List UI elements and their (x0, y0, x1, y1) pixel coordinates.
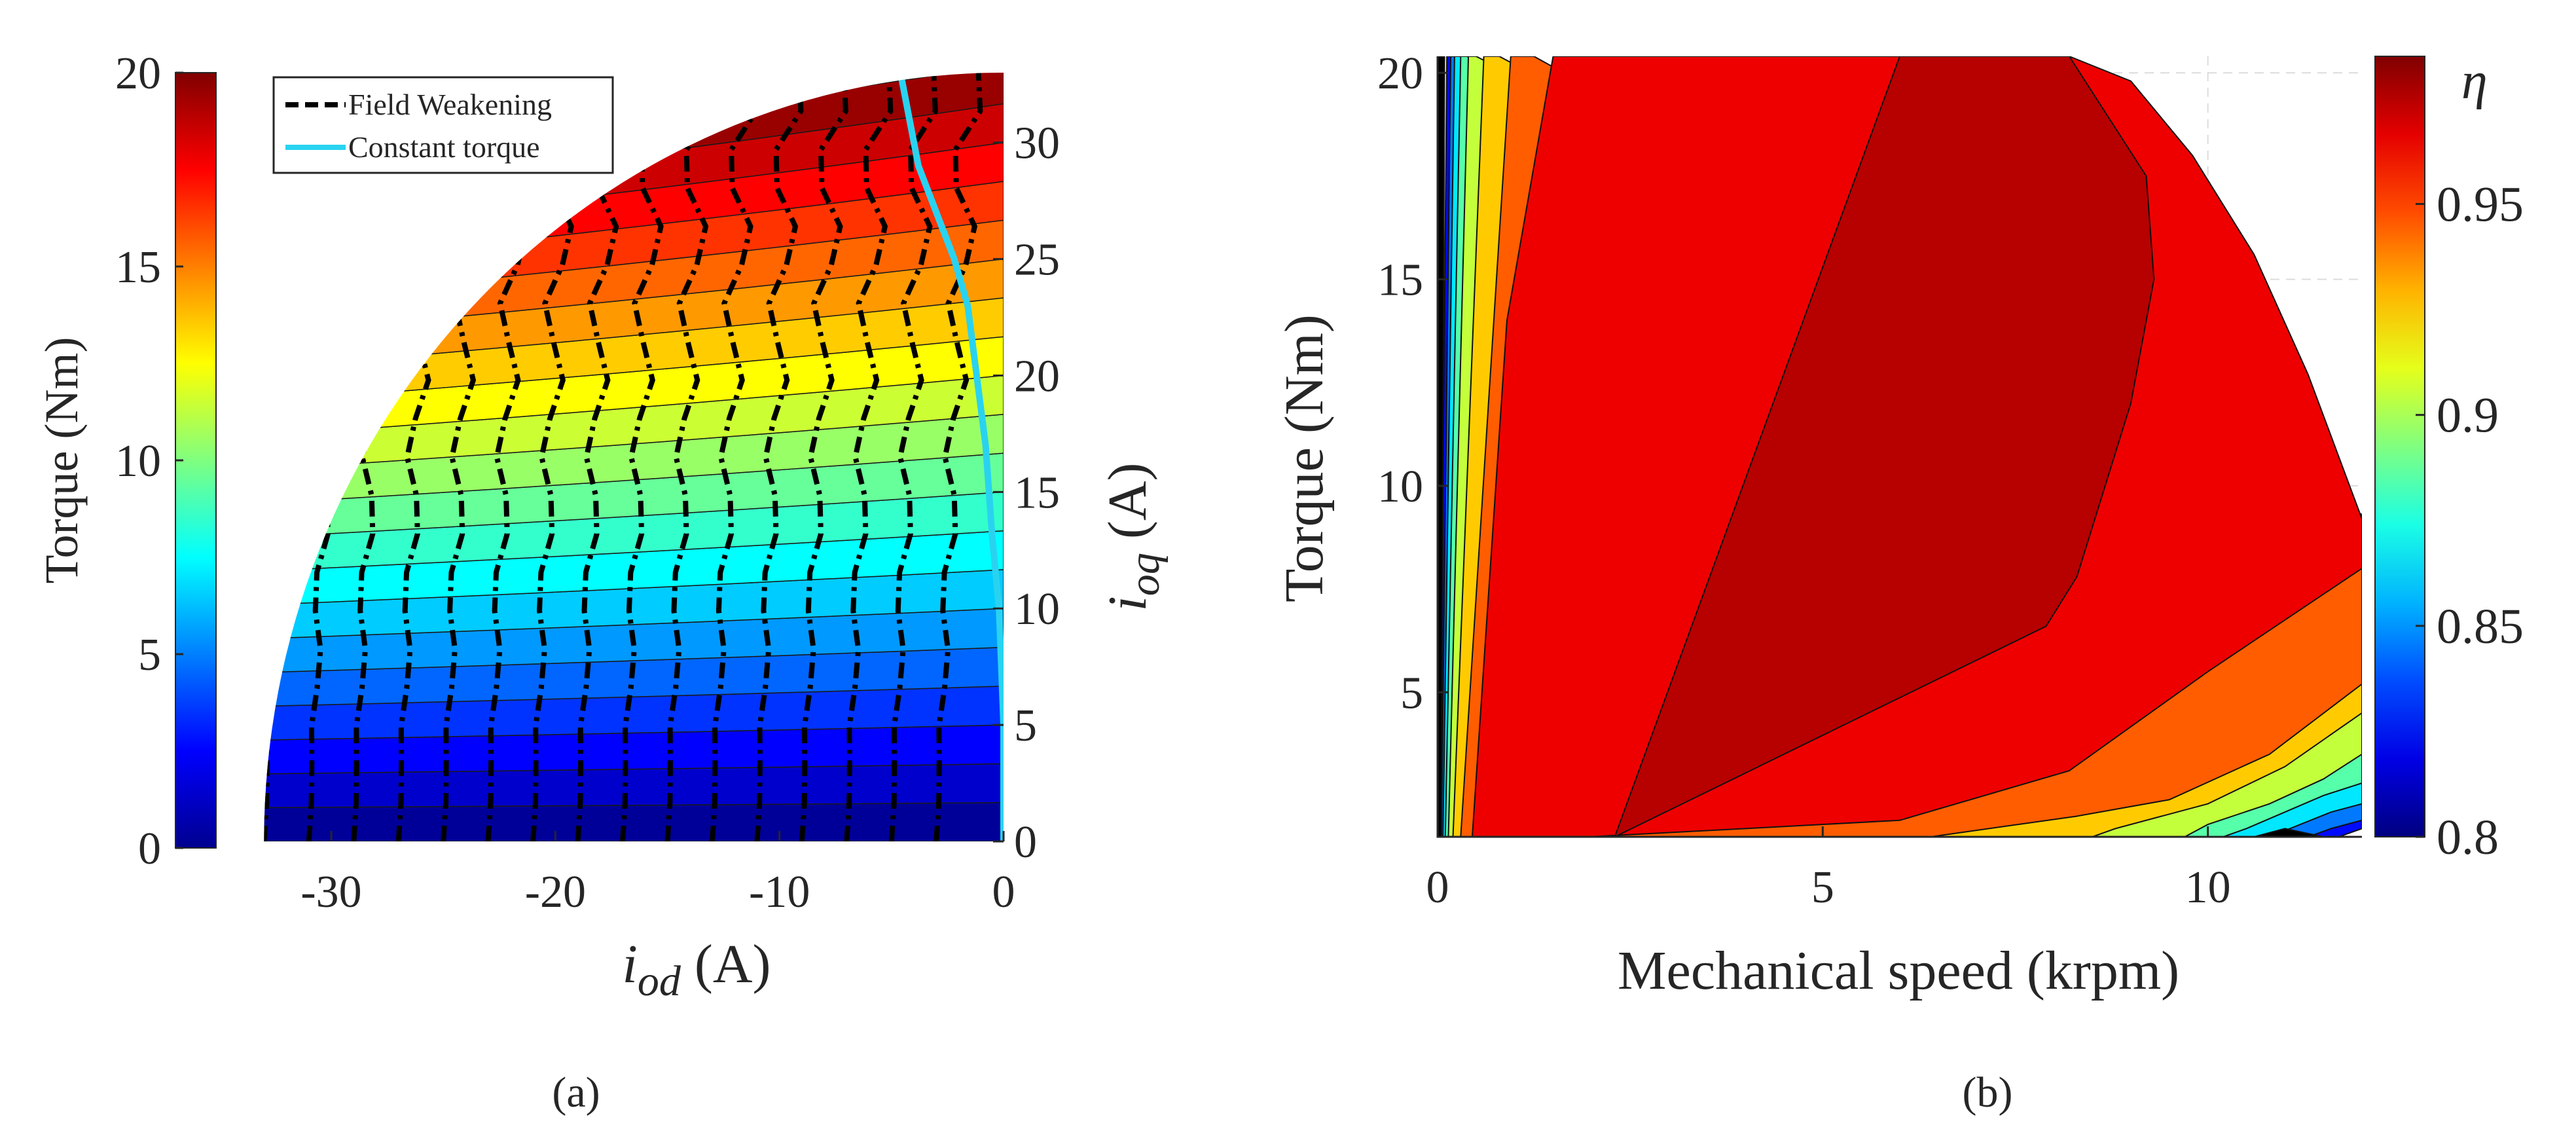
b-colorbar-tick-label: 0.85 (2437, 599, 2524, 654)
a-legend: Field Weakening Constant torque (272, 76, 614, 174)
a-field-weakening-line (799, 73, 848, 841)
a-y-tick-label: 5 (1014, 701, 1037, 751)
b-x-tick-label: 5 (1811, 862, 1834, 913)
a-y-tick-label: 25 (1014, 235, 1060, 285)
b-colorbar-label: η (2461, 52, 2488, 110)
a-x-tick-label: -10 (749, 867, 810, 917)
a-colorbar-tick-label: 5 (138, 630, 161, 680)
a-x-axis-ticks: -30 -20 -10 0 (300, 831, 1015, 917)
a-panel-label: (a) (552, 1069, 600, 1116)
a-colorbar-tick-label: 10 (115, 436, 161, 487)
b-panel-label: (b) (1963, 1069, 2013, 1116)
a-y-tick-label: 30 (1014, 119, 1060, 169)
b-colorbar (2374, 56, 2425, 837)
b-contour-regions (1438, 56, 2362, 837)
a-field-weakening-line (575, 73, 625, 841)
a-contour-bands (264, 73, 1004, 841)
a-legend-label-constant-torque: Constant torque (348, 130, 540, 164)
a-y-tick-label: 0 (1014, 817, 1037, 868)
b-colorbar-tick-label: 0.8 (2437, 810, 2499, 865)
a-y-tick-label: 10 (1014, 584, 1060, 634)
a-field-weakening-line (664, 73, 714, 841)
a-x-tick-label: -30 (300, 867, 361, 917)
a-y-tick-label: 15 (1014, 468, 1060, 518)
a-field-weakening-line (620, 73, 670, 841)
b-colorbar-tick-label: 0.95 (2437, 177, 2524, 232)
a-x-tick-label: -20 (525, 867, 586, 917)
panel-a: 0 5 10 15 20 Torque (Nm) -30 -20 -10 0 0 5 10 15 20… (35, 48, 1169, 1116)
a-constant-torque-line (897, 73, 1004, 841)
a-y-tick-label: 20 (1014, 351, 1060, 401)
a-right-y-axis-label: ioq (A) (1097, 463, 1169, 612)
a-colorbar-label: Torque (Nm) (35, 337, 88, 584)
b-y-axis-ticks: 5 10 15 20 (1377, 48, 1448, 718)
b-x-axis-label: Mechanical speed (krpm) (1618, 940, 2179, 1001)
a-colorbar-ticks: 0 5 10 15 20 (115, 48, 183, 874)
b-efficiency-region (1614, 56, 2155, 837)
b-x-tick-label: 10 (2185, 862, 2231, 913)
a-colorbar-tick-label: 20 (115, 48, 161, 99)
a-field-weakening-line (934, 73, 983, 841)
b-y-tick-label: 15 (1377, 255, 1423, 306)
b-x-axis-ticks: 0 5 10 (1426, 826, 2231, 913)
a-colorbar-tick-label: 15 (115, 242, 161, 293)
a-x-axis-label: iod (A) (623, 934, 771, 1005)
a-x-tick-label: 0 (992, 867, 1015, 917)
b-y-axis-label: Torque (Nm) (1274, 314, 1335, 602)
a-legend-label-field-weakening: Field Weakening (348, 88, 552, 121)
a-colorbar-tick-label: 0 (138, 824, 161, 874)
a-field-weakening-line (844, 73, 894, 841)
b-colorbar-tick-label: 0.9 (2437, 388, 2499, 443)
b-y-tick-label: 10 (1377, 462, 1423, 512)
a-field-weakening-line (888, 73, 938, 841)
b-y-tick-label: 5 (1400, 668, 1423, 718)
a-right-y-axis-ticks: 0 5 10 15 20 25 30 (993, 119, 1060, 868)
a-field-weakening-line (754, 73, 804, 841)
b-y-tick-label: 20 (1377, 48, 1423, 99)
b-efficiency-region (1438, 56, 1445, 837)
b-x-tick-label: 0 (1426, 862, 1449, 913)
b-colorbar-ticks: 0.8 0.85 0.9 0.95 (2416, 177, 2524, 865)
panel-b: 0 5 10 5 10 15 20 Mechanical speed (krpm) Tor… (1274, 48, 2524, 1116)
b-efficiency-region (2254, 828, 2324, 837)
a-field-weakening-line (709, 73, 759, 841)
